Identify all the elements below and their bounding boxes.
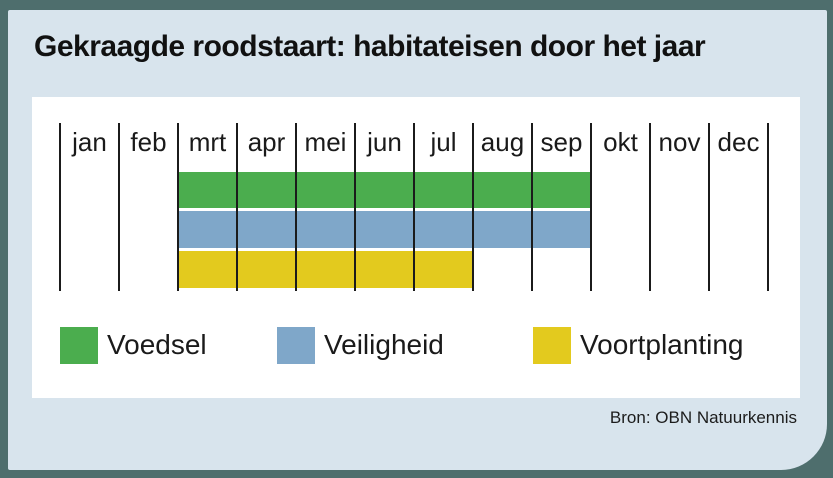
month-label-jun: jun [367,127,402,157]
month-label-mei: mei [304,127,347,157]
legend-swatch-veiligheid [277,327,315,364]
legend-swatch-voortplanting [533,327,571,364]
habitat-bar-veiligheid [178,211,591,248]
month-tick [590,123,592,291]
month-tick [531,123,533,291]
chart-panel: jan feb mrt apr mei jun jul aug sep okt nov dec Voe… [32,97,800,398]
month-label-sep: sep [540,127,583,157]
habitat-bar-voedsel [178,172,591,208]
month-label-feb: feb [130,127,167,157]
month-tick [236,123,238,291]
legend-label: Voortplanting [580,329,744,360]
page-title: Gekraagde roodstaart: habitateisen door … [34,30,706,63]
month-tick [59,123,61,291]
month-tick [472,123,474,291]
month-tick [354,123,356,291]
month-label-dec: dec [717,127,760,157]
month-label-aug: aug [480,127,525,157]
month-label-mrt: mrt [188,127,227,157]
month-label-nov: nov [658,127,701,157]
month-label-okt: okt [603,127,638,157]
legend-label: Voedsel [107,329,207,360]
month-tick [177,123,179,291]
month-tick [295,123,297,291]
month-label-apr: apr [247,127,286,157]
legend-swatch-voedsel [60,327,98,364]
month-tick [649,123,651,291]
month-grid: jan feb mrt apr mei jun jul aug sep okt nov dec [32,97,800,327]
month-label-jul: jul [430,127,457,157]
source-credit: Bron: OBN Natuurkennis [609,408,797,427]
chart-legend: Voedsel Veiligheid Voortplanting [32,326,800,370]
legend-label: Veiligheid [324,329,444,360]
month-label-jan: jan [72,127,107,157]
habitat-bar-voortplanting [178,251,473,288]
month-tick [118,123,120,291]
month-tick [413,123,415,291]
month-tick [708,123,710,291]
infographic-card: Gekraagde roodstaart: habitateisen door … [8,10,827,470]
month-tick [767,123,769,291]
